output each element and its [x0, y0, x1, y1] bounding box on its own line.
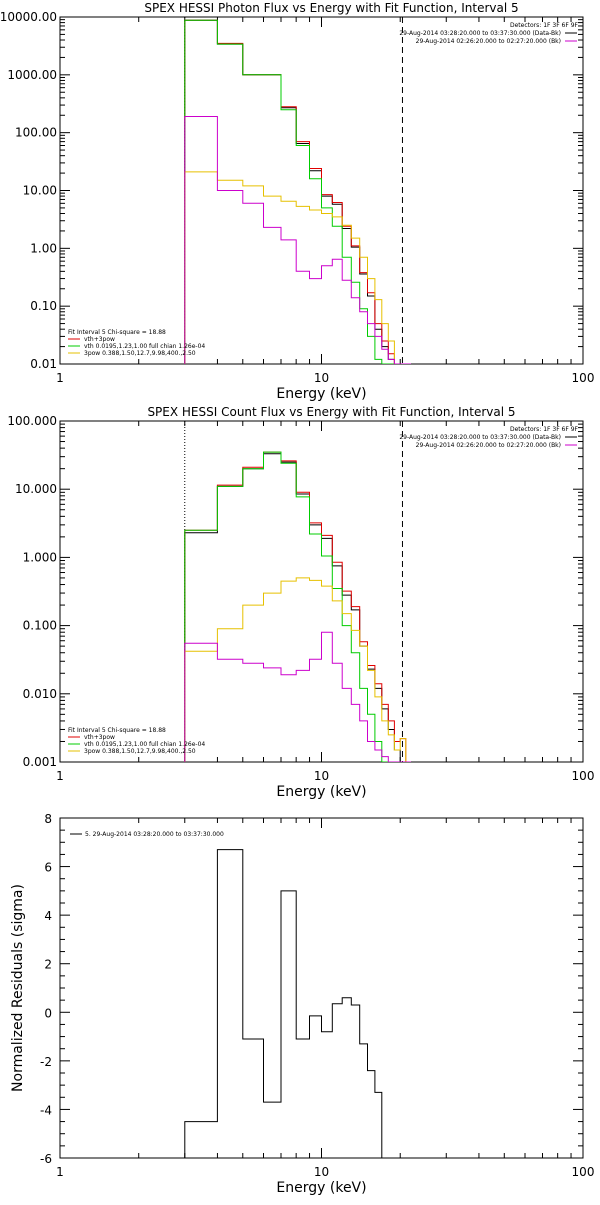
legend-entry-label: 29-Aug-2014 03:28:20.000 to 03:37:30.000… — [399, 434, 561, 441]
y-tick-label: 0.001 — [23, 755, 57, 769]
legend-entry-label: 29-Aug-2014 02:26:20.000 to 02:27:20.000… — [416, 442, 561, 449]
y-tick-label: -6 — [40, 1152, 52, 1166]
chart-2: SPEX HESSI Count Flux vs Energy with Fit… — [7, 405, 594, 800]
y-axis-label: Normalized Residuals (sigma) — [10, 884, 26, 1092]
y-tick-label: 1000.00 — [7, 68, 57, 82]
legend: 5. 29-Aug-2014 03:28:20.000 to 03:37:30.… — [70, 831, 224, 838]
series-line-5 — [184, 116, 411, 364]
series-line-1 — [184, 19, 411, 364]
series-line-2 — [184, 451, 411, 762]
y-tick-label: 4 — [44, 909, 52, 923]
legend-header: Fit Interval 5 Chi-square = 18.88 — [68, 329, 166, 336]
legend-entry-label: 3pow 0.388,1.50,12.7,9.98,400.,2.50 — [84, 350, 196, 357]
y-tick-label: 0 — [44, 1006, 52, 1020]
legend-header: Detectors: 1F 3F 6F 9F — [510, 426, 579, 433]
x-tick-label: 100 — [572, 1165, 595, 1179]
chart-title: SPEX HESSI Photon Flux vs Energy with Fi… — [144, 1, 518, 15]
legend-entry-label: 29-Aug-2014 02:26:20.000 to 02:27:20.000… — [416, 38, 561, 45]
series-line-4 — [184, 171, 411, 364]
series-group — [184, 19, 411, 364]
y-tick-label: 0.01 — [30, 357, 57, 371]
y-tick-label: 0.010 — [23, 687, 57, 701]
series-line-4 — [184, 577, 411, 762]
series-group — [184, 451, 411, 762]
legend-entry-label: vth 0.0195,1.23,1.00 full chian 1.26e-04 — [84, 741, 205, 748]
series-line-1 — [184, 453, 411, 762]
series-line-5 — [184, 631, 411, 762]
y-tick-label: 100.00 — [15, 126, 57, 140]
plot-frame — [59, 420, 584, 763]
y-tick-label: -2 — [40, 1055, 52, 1069]
y-tick-label: 8 — [44, 812, 52, 826]
plot-frame — [59, 817, 584, 1159]
legend-bottom: Fit Interval 5 Chi-square = 18.88vth+3po… — [68, 727, 205, 755]
x-tick-label: 100 — [572, 371, 595, 385]
series-line-3 — [184, 19, 411, 364]
chart-3: 1 10 100 8 6 4 2 0 -2 -4 -6 Energy (keV) Normalized … — [10, 812, 594, 1196]
legend-entry-label: 5. 29-Aug-2014 03:28:20.000 to 03:37:30.… — [85, 831, 224, 838]
y-tick-label: 10000.00 — [0, 10, 57, 24]
y-tick-label: 1.00 — [30, 241, 57, 255]
legend-entry-label: 3pow 0.388,1.50,12.7,9.98,400.,2.50 — [84, 748, 196, 755]
y-tick-label: 6 — [44, 861, 52, 875]
legend-entry-label: vth+3pow — [84, 734, 115, 741]
legend-entry-label: vth 0.0195,1.23,1.00 full chian 1.26e-04 — [84, 343, 205, 350]
chart-1: SPEX HESSI Photon Flux vs Energy with Fi… — [0, 1, 594, 402]
x-axis-label: Energy (keV) — [276, 1180, 366, 1196]
y-tick-label: 10.000 — [15, 482, 57, 496]
series-line-2 — [184, 19, 411, 364]
x-tick-label: 10 — [314, 1165, 329, 1179]
x-tick-label: 100 — [572, 769, 595, 783]
series-group — [184, 849, 401, 1158]
x-tick-label: 10 — [314, 769, 329, 783]
series-line-1 — [184, 849, 401, 1158]
x-tick-label: 1 — [56, 769, 64, 783]
x-tick-label: 1 — [56, 371, 64, 385]
y-tick-label: -4 — [40, 1103, 52, 1117]
x-axis-label: Energy (keV) — [276, 784, 366, 800]
y-tick-label: 100.000 — [7, 414, 57, 428]
legend-bottom: Fit Interval 5 Chi-square = 18.88vth+3po… — [68, 329, 205, 357]
chart-title: SPEX HESSI Count Flux vs Energy with Fit… — [147, 405, 515, 419]
x-axis-label: Energy (keV) — [276, 386, 366, 402]
legend-header: Fit Interval 5 Chi-square = 18.88 — [68, 727, 166, 734]
y-tick-label: 1.000 — [23, 550, 57, 564]
legend-entry-label: vth+3pow — [84, 336, 115, 343]
y-tick-label: 0.100 — [23, 619, 57, 633]
y-tick-label: 10.00 — [23, 184, 57, 198]
x-tick-label: 10 — [314, 371, 329, 385]
y-tick-label: 0.10 — [30, 299, 57, 313]
series-line-3 — [184, 451, 411, 762]
y-tick-label: 2 — [44, 958, 52, 972]
legend-header: Detectors: 1F 3F 6F 9F — [510, 22, 579, 29]
legend-entry-label: 29-Aug-2014 03:28:20.000 to 03:37:30.000… — [399, 30, 561, 37]
x-tick-label: 1 — [56, 1165, 64, 1179]
